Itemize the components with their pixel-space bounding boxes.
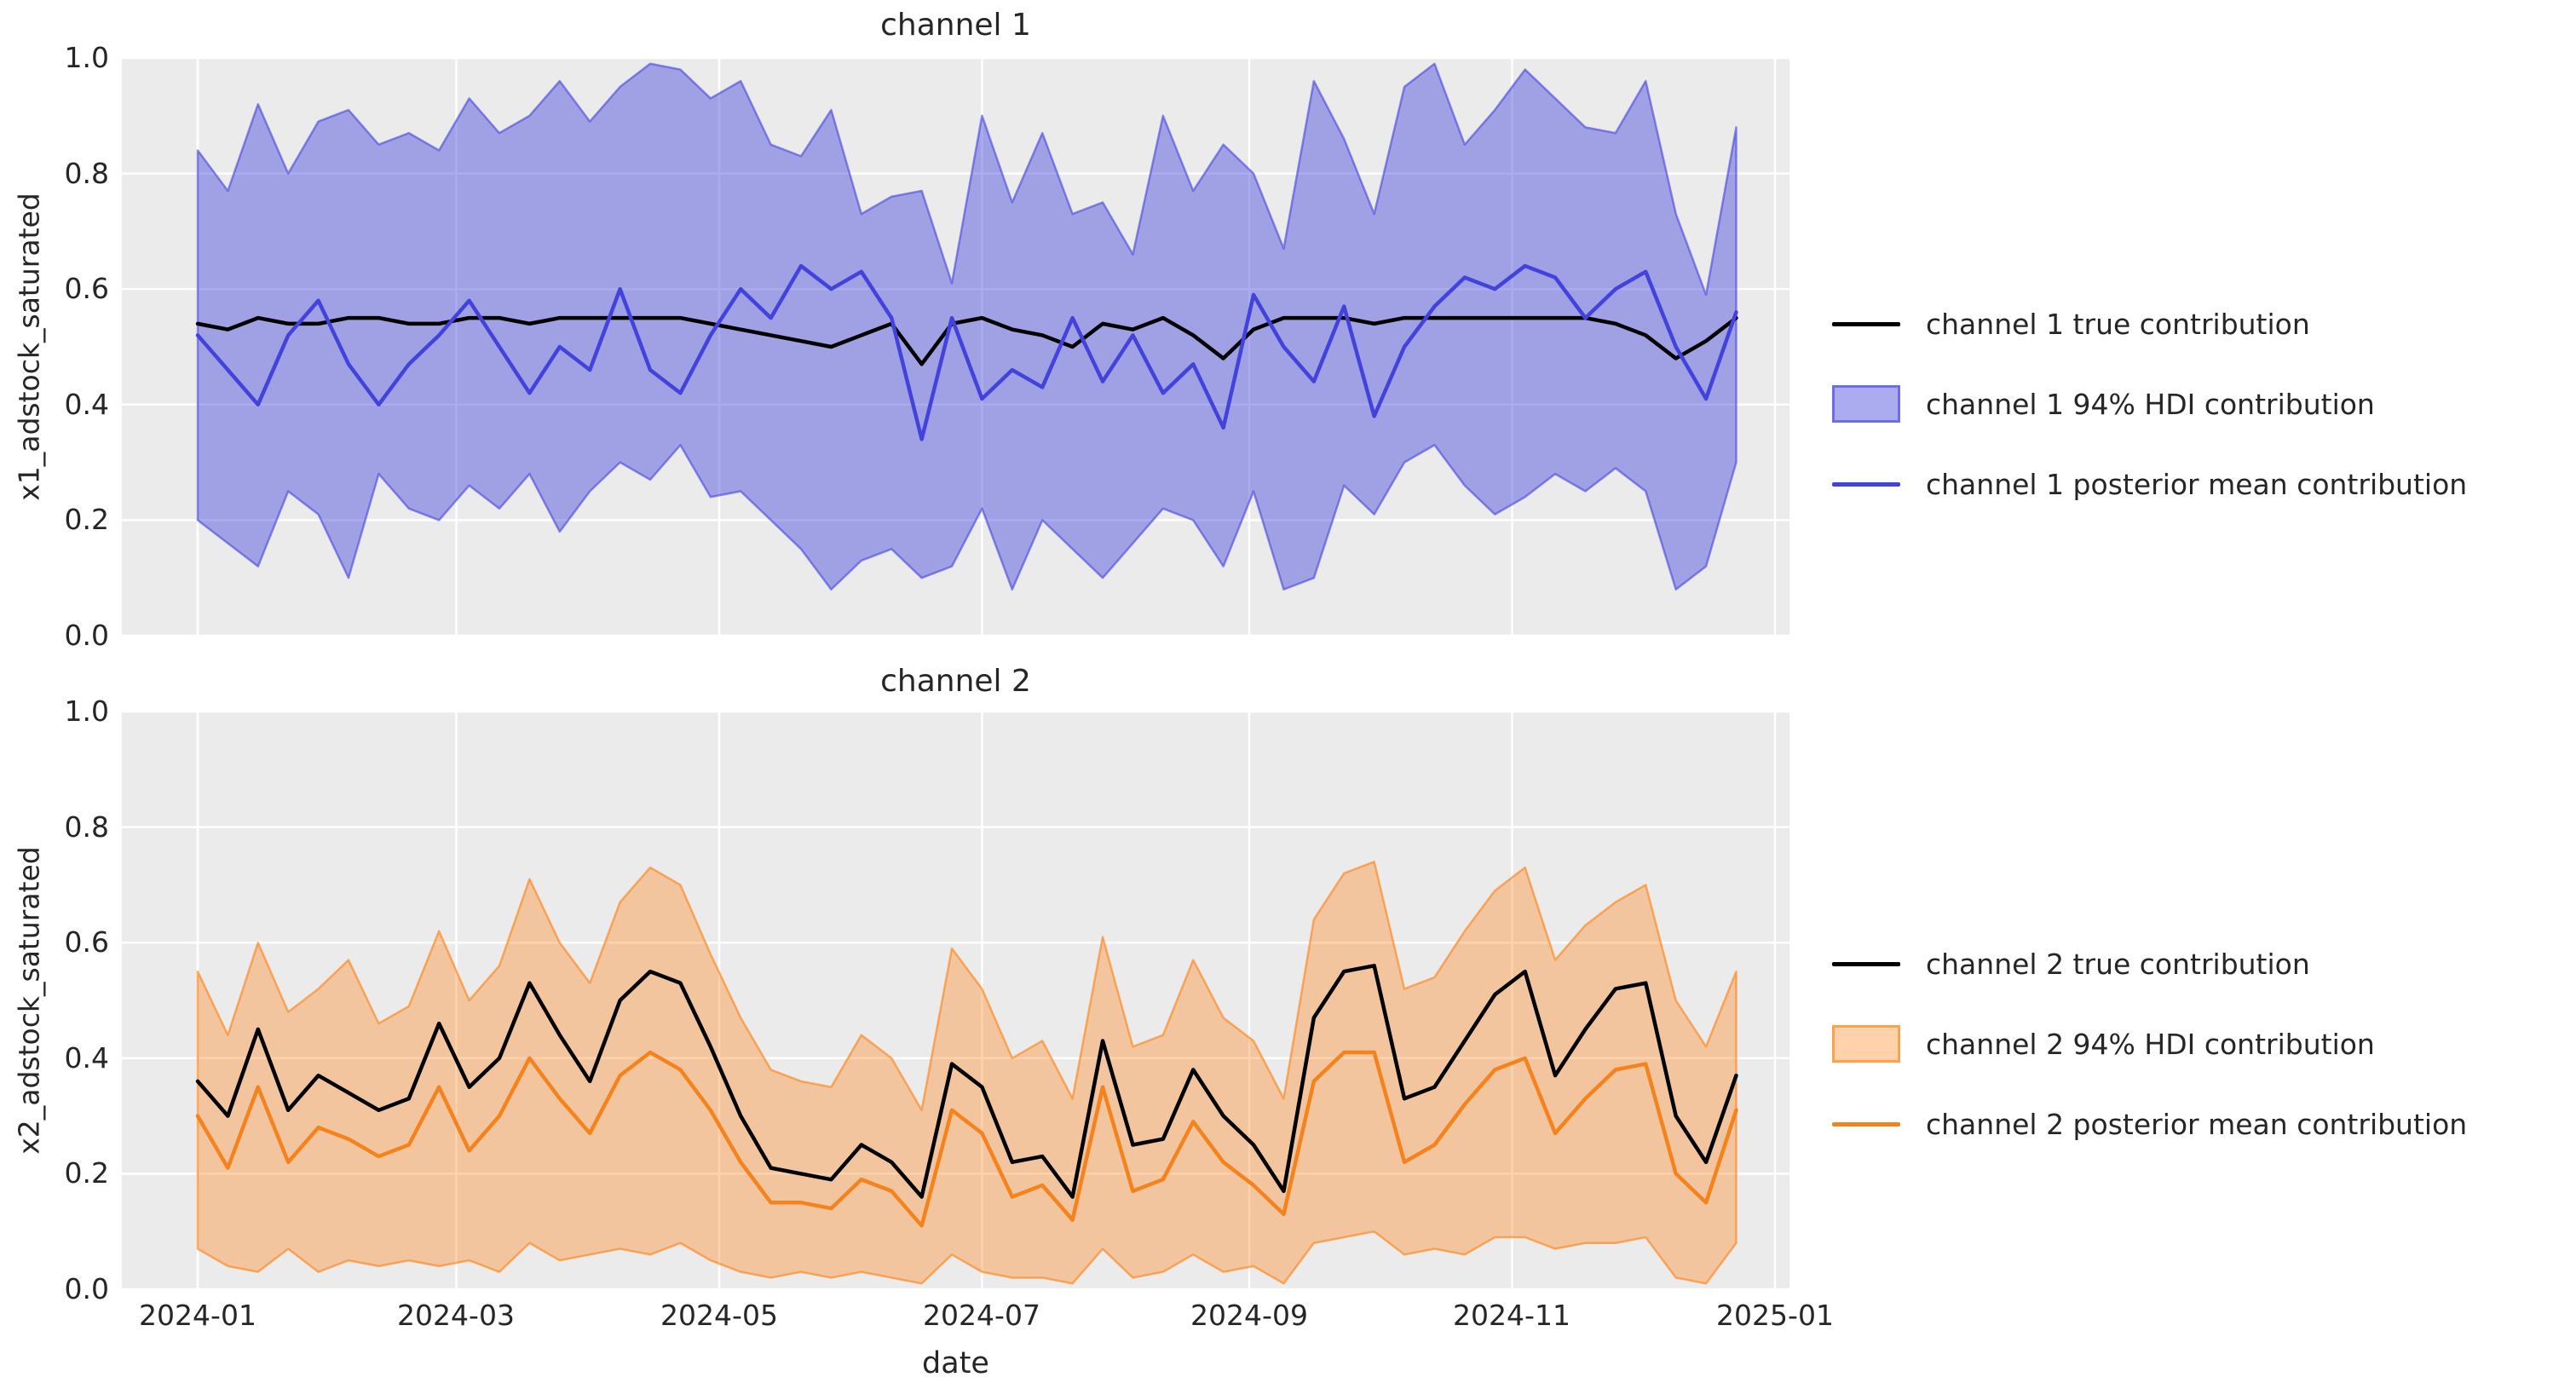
chart2-legend: channel 2 true contribution channel 2 94… [1832, 945, 2467, 1143]
x-axis-tick: 2025-01 [1716, 1299, 1834, 1332]
true-line-swatch [1832, 321, 1900, 326]
legend-item: channel 1 true contribution [1832, 305, 2467, 343]
legend-label: channel 1 posterior mean contribution [1926, 467, 2468, 501]
legend-label: channel 2 posterior mean contribution [1926, 1107, 2468, 1141]
x-axis-tick: 2024-05 [660, 1299, 778, 1332]
chart2-plot-area [122, 712, 1789, 1289]
true-line-swatch [1832, 961, 1900, 966]
legend-item: channel 1 94% HDI contribution [1832, 385, 2467, 423]
chart1-canvas [122, 58, 1789, 636]
x-axis-tick: 2024-03 [397, 1299, 515, 1332]
chart1-plot-area [122, 58, 1789, 636]
chart2-ytick: 0.2 [64, 1156, 109, 1190]
chart1-ytick: 0.2 [64, 503, 109, 536]
chart2-y-axis-label: x2_adstock_saturated [12, 846, 46, 1155]
x-axis-tick: 2024-11 [1453, 1299, 1570, 1332]
chart2-ytick: 0.8 [64, 810, 109, 844]
chart2-title: channel 2 [880, 664, 1031, 699]
hdi-band-swatch [1832, 1025, 1900, 1063]
legend-item: channel 2 posterior mean contribution [1832, 1105, 2467, 1143]
x-axis-tick: 2024-07 [923, 1299, 1040, 1332]
chart1-ytick: 0.6 [64, 272, 109, 305]
chart1-title: channel 1 [880, 8, 1031, 43]
hdi-band-swatch [1832, 385, 1900, 423]
chart2-ytick: 0.0 [64, 1272, 109, 1305]
chart1-ytick: 1.0 [64, 41, 109, 74]
legend-label: channel 1 94% HDI contribution [1926, 387, 2375, 421]
legend-item: channel 2 94% HDI contribution [1832, 1025, 2467, 1063]
legend-label: channel 2 94% HDI contribution [1926, 1027, 2375, 1061]
chart2-canvas [122, 712, 1789, 1289]
chart1-ytick: 0.0 [64, 619, 109, 652]
chart1-ytick: 0.8 [64, 157, 109, 190]
legend-label: channel 1 true contribution [1926, 307, 2310, 341]
posterior-line-swatch [1832, 1121, 1900, 1127]
x-axis-tick: 2024-09 [1190, 1299, 1308, 1332]
chart2-ytick: 0.6 [64, 925, 109, 959]
chart2-ytick: 1.0 [64, 694, 109, 728]
chart2-ytick: 0.4 [64, 1041, 109, 1075]
legend-label: channel 2 true contribution [1926, 947, 2310, 981]
chart1-ytick: 0.4 [64, 388, 109, 421]
legend-item: channel 2 true contribution [1832, 945, 2467, 983]
x-axis-tick: 2024-01 [139, 1299, 256, 1332]
x-axis-label: date [922, 1346, 989, 1380]
posterior-line-swatch [1832, 481, 1900, 487]
chart1-legend: channel 1 true contribution channel 1 94… [1832, 305, 2467, 503]
legend-item: channel 1 posterior mean contribution [1832, 465, 2467, 503]
chart1-y-axis-label: x1_adstock_saturated [12, 193, 46, 501]
